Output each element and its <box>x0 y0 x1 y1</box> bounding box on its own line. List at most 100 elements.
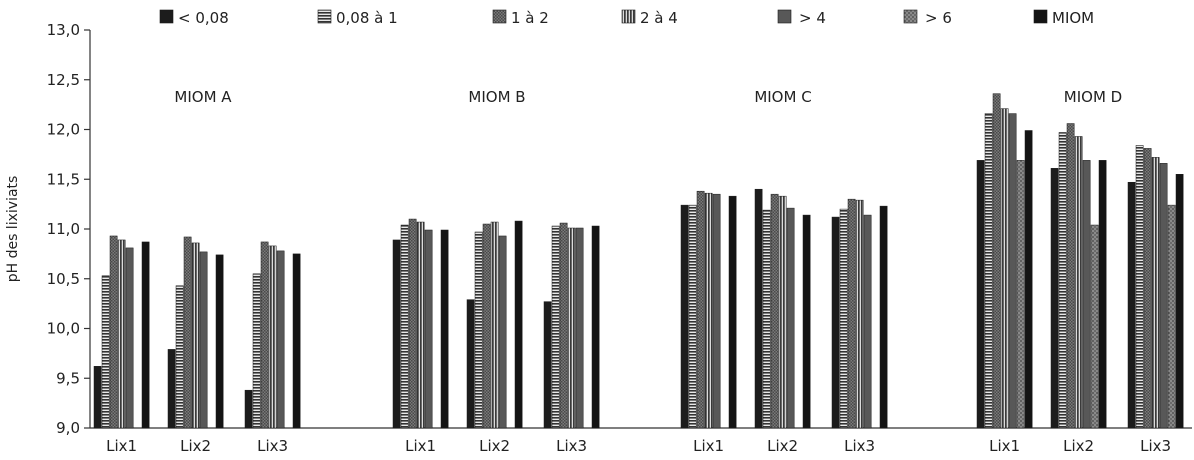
bar <box>292 253 301 429</box>
bar <box>754 188 763 429</box>
x-tick-label: Lix2 <box>180 437 211 455</box>
bar <box>268 245 277 429</box>
bar <box>728 195 737 429</box>
y-axis-title: pH des lixiviats <box>5 176 21 283</box>
bar <box>1016 160 1025 429</box>
legend-label: 1 à 2 <box>511 9 549 27</box>
bar <box>101 275 110 429</box>
legend-label: MIOM <box>1052 9 1094 27</box>
bar <box>1090 224 1099 429</box>
bar <box>855 199 864 429</box>
bar <box>466 299 475 429</box>
bar <box>786 207 795 429</box>
bar <box>879 205 888 429</box>
bar <box>1151 157 1160 429</box>
legend-swatch <box>903 9 918 24</box>
bar <box>514 220 523 429</box>
legend-swatch <box>317 9 332 24</box>
x-tick-label: Lix3 <box>257 437 288 455</box>
bar <box>1008 113 1017 429</box>
legend-swatch <box>1033 9 1048 24</box>
bar <box>1143 148 1152 429</box>
bar <box>93 366 102 429</box>
x-tick-label: Lix3 <box>556 437 587 455</box>
bar <box>1050 168 1059 429</box>
bar <box>1024 130 1033 429</box>
bar <box>408 218 417 429</box>
bar <box>704 192 713 429</box>
bar <box>1159 163 1168 429</box>
bar <box>1135 145 1144 429</box>
bar <box>802 214 811 429</box>
x-tick-label: Lix2 <box>1063 437 1094 455</box>
y-tick-label: 9,0 <box>56 419 80 437</box>
plot-area: 9,0 9,5 10,0 10,5 11,0 11,5 12,0 12,5 13,0 pH des… <box>5 9 1192 455</box>
x-tick-label: Lix1 <box>989 437 1020 455</box>
x-tick-label: Lix2 <box>767 437 798 455</box>
bar <box>416 221 425 429</box>
bar <box>474 231 483 429</box>
bar <box>688 204 697 429</box>
bar <box>543 301 552 429</box>
x-tick-label: Lix3 <box>844 437 875 455</box>
bar <box>1127 181 1136 429</box>
legend-swatch <box>621 9 636 24</box>
legend-label: 0,08 à 1 <box>336 9 398 27</box>
bar <box>482 223 491 429</box>
bar <box>696 190 705 429</box>
bar <box>1058 132 1067 429</box>
bar <box>400 224 409 429</box>
x-tick-label: Lix3 <box>1140 437 1171 455</box>
bar <box>1098 160 1107 429</box>
bar <box>778 195 787 429</box>
bar <box>551 225 560 429</box>
bar <box>847 198 856 429</box>
x-tick-label: Lix1 <box>693 437 724 455</box>
bar <box>109 235 118 429</box>
bar <box>167 349 176 429</box>
x-tick-label: Lix1 <box>106 437 137 455</box>
y-tick-label: 12,0 <box>47 121 80 139</box>
bar <box>424 229 433 429</box>
bar <box>575 227 584 429</box>
bar <box>252 273 261 429</box>
bar <box>984 113 993 429</box>
bar <box>680 204 689 429</box>
bar <box>191 242 200 429</box>
y-tick-label: 9,5 <box>56 369 80 387</box>
bar <box>175 285 184 429</box>
bar <box>125 247 134 429</box>
legend-label: 2 à 4 <box>640 9 678 27</box>
legend-swatch <box>777 9 792 24</box>
bar <box>440 229 449 429</box>
bar <box>117 239 126 429</box>
x-tick-label: Lix1 <box>405 437 436 455</box>
y-tick-label: 10,5 <box>47 270 80 288</box>
bar <box>992 93 1001 429</box>
bar <box>260 241 269 429</box>
bar <box>276 250 285 429</box>
y-tick-label: 12,5 <box>47 71 80 89</box>
group-label: MIOM B <box>468 88 525 106</box>
y-tick-label: 13,0 <box>47 21 80 39</box>
bar <box>762 209 771 429</box>
x-tick-label: Lix2 <box>479 437 510 455</box>
y-tick-label: 10,0 <box>47 320 80 338</box>
bar <box>490 221 499 429</box>
bar <box>559 222 568 429</box>
bar <box>215 254 224 429</box>
legend-swatch <box>159 9 174 24</box>
legend-label: < 0,08 <box>178 9 229 27</box>
bar <box>1074 136 1083 429</box>
group-label: MIOM D <box>1064 88 1122 106</box>
bar <box>1000 108 1009 429</box>
bar <box>567 227 576 429</box>
legend-label: > 6 <box>925 9 952 27</box>
bar <box>498 235 507 429</box>
bar <box>712 193 721 429</box>
bar <box>1066 123 1075 429</box>
bar <box>976 160 985 429</box>
group-label: MIOM A <box>174 88 232 106</box>
bar <box>591 225 600 429</box>
bar <box>831 216 840 429</box>
